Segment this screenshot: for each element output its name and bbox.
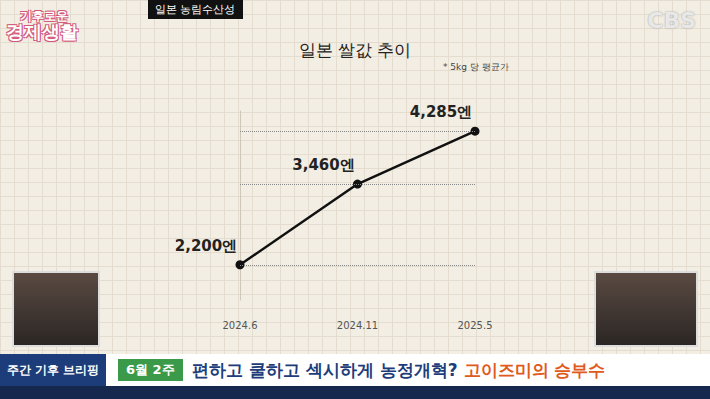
html-text:일본 농림수산성: 일본 농림수산성 xyxy=(155,3,236,16)
html-text:경제생활: 경제생활 xyxy=(6,20,78,42)
svg-text:4,285엔: 4,285엔 xyxy=(410,103,472,121)
svg-text:2024.6: 2024.6 xyxy=(223,320,258,331)
svg-text:일본 쌀값 추이: 일본 쌀값 추이 xyxy=(299,40,412,60)
svg-text:2,200엔: 2,200엔 xyxy=(175,237,237,255)
html-text:CBS: CBS xyxy=(647,8,696,33)
html-text:6월 2주: 6월 2주 xyxy=(126,362,175,377)
svg-text:2025.5: 2025.5 xyxy=(458,320,493,331)
html-text:편하고 쿨하고 섹시하게 농정개혁?고이즈미의 승부수: 편하고 쿨하고 섹시하게 농정개혁?고이즈미의 승부수 xyxy=(192,360,606,380)
html-text:주간 기후 브리핑: 주간 기후 브리핑 xyxy=(6,363,100,377)
html-text:기후로운: 기후로운 xyxy=(20,9,68,23)
svg-text:3,460엔: 3,460엔 xyxy=(292,156,354,174)
svg-text:* 5kg 당 평균가: * 5kg 당 평균가 xyxy=(443,62,509,72)
svg-text:2024.11: 2024.11 xyxy=(337,320,378,331)
